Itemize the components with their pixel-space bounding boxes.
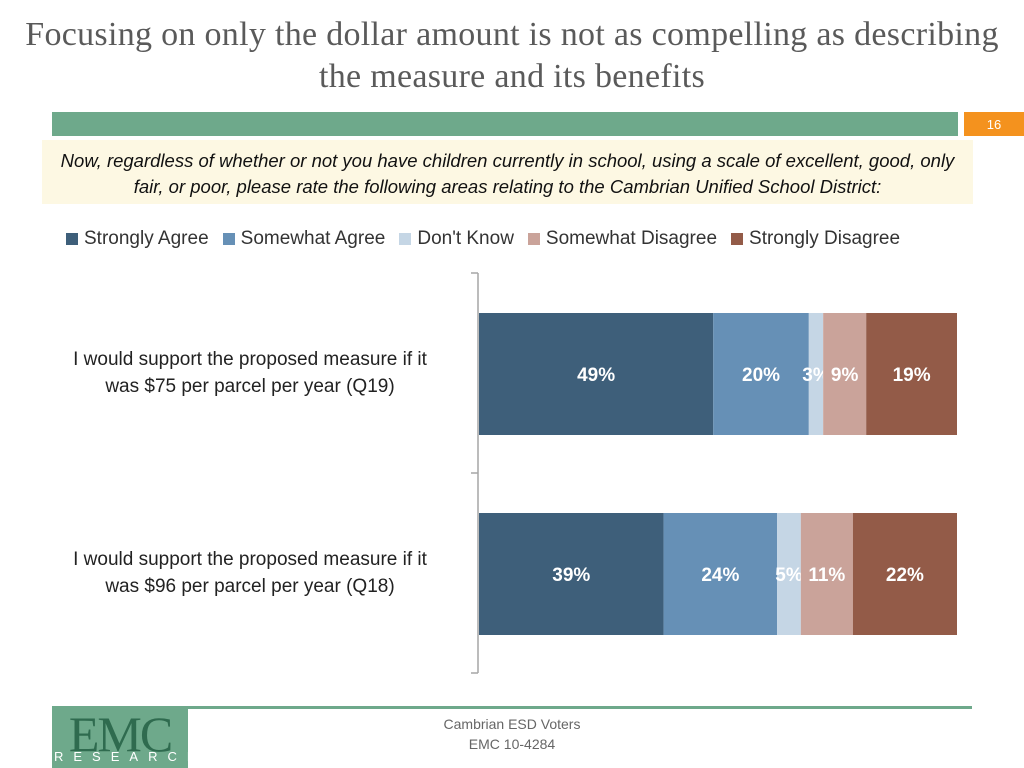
legend-swatch <box>731 233 744 245</box>
data-label: 49% <box>577 365 615 386</box>
data-label: 3% <box>802 365 830 386</box>
footer-line-2: EMC 10-4284 <box>468 736 556 752</box>
bar-segment <box>663 513 778 635</box>
footer-text: Cambrian ESD Voters EMC 10-4284 <box>412 714 612 754</box>
legend-label: Somewhat Agree <box>240 228 386 249</box>
logo-subtitle: RESEARCH <box>54 749 188 764</box>
data-label: 20% <box>742 365 780 386</box>
data-label: 39% <box>552 565 590 586</box>
page-number-badge: 16 <box>964 112 1024 136</box>
legend-item: Don't Know <box>399 228 514 250</box>
bar-segment <box>479 513 664 635</box>
category-label: I would support the proposed measure if … <box>73 349 427 397</box>
data-label: 22% <box>886 565 924 586</box>
data-label: 11% <box>808 565 845 586</box>
bar-segment <box>823 313 867 435</box>
bar-segment <box>777 513 801 635</box>
chart-legend: Strongly Agree Somewhat Agree Don't Know So… <box>66 227 900 251</box>
legend-swatch <box>527 233 540 245</box>
bar-segment <box>866 313 957 435</box>
emc-research-logo: EMC RESEARCH <box>52 709 188 768</box>
legend-item: Somewhat Disagree <box>527 228 718 250</box>
bar-segment <box>852 513 957 635</box>
footer-line-1: Cambrian ESD Voters <box>443 716 581 732</box>
legend-label: Somewhat Disagree <box>545 228 718 249</box>
legend-label: Strongly Agree <box>84 228 209 249</box>
legend-item: Strongly Disagree <box>731 228 900 250</box>
legend-swatch <box>399 233 412 245</box>
legend-item: Somewhat Agree <box>222 228 386 250</box>
legend-label: Strongly Disagree <box>749 228 901 249</box>
bar-segment <box>479 313 714 435</box>
legend-swatch <box>222 233 235 245</box>
logo-wordmark: EMC <box>68 709 173 762</box>
bar-segment <box>713 313 809 435</box>
header-accent-bar <box>52 112 958 136</box>
data-label: 5% <box>775 565 803 586</box>
footer-accent-line <box>52 706 972 709</box>
question-text: Now, regardless of whether or not you ha… <box>42 140 973 204</box>
data-label: 9% <box>831 365 859 386</box>
legend-swatch <box>66 233 78 245</box>
bar-segment <box>800 513 853 635</box>
data-label: 19% <box>893 365 931 386</box>
slide-title: Focusing on only the dollar amount is no… <box>25 16 999 95</box>
bar-segment <box>808 313 824 435</box>
legend-item: Strongly Agree <box>66 228 209 250</box>
legend-label: Don't Know <box>417 228 514 249</box>
data-label: 24% <box>701 565 739 586</box>
category-label: I would support the proposed measure if … <box>73 549 427 597</box>
